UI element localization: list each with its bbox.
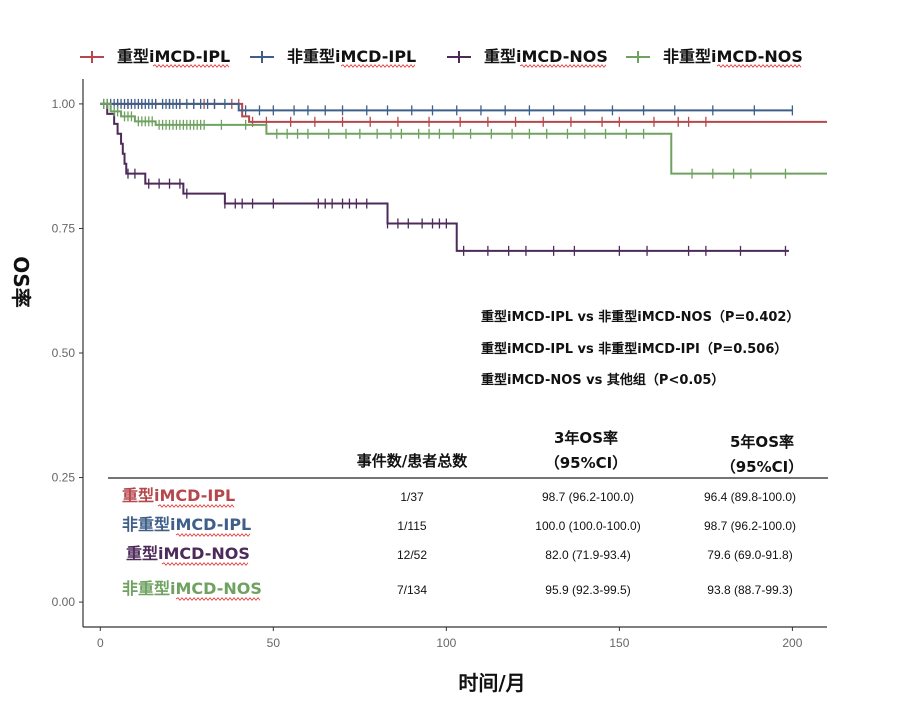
y-tick-label: 0.50 (52, 346, 76, 360)
x-tick-label: 0 (97, 636, 104, 650)
table-cell-os5: 96.4 (89.8-100.0) (704, 490, 796, 504)
legend-label: 非重型iMCD-NOS (663, 47, 803, 66)
p-annotation: 重型iMCD-NOS vs 其他组（P<0.05） (481, 372, 724, 388)
y-axis-title: OS率 (9, 256, 33, 307)
table-cell-events: 7/134 (397, 583, 427, 597)
survival-line (100, 102, 789, 252)
y-tick-label: 0.75 (52, 221, 76, 235)
table-cell-os5: 93.8 (88.7-99.3) (707, 583, 792, 597)
table-group-label: 非重型iMCD-NOS (122, 579, 262, 598)
table-cell-os3: 82.0 (71.9-93.4) (545, 548, 630, 562)
legend-item-1: 非重型iMCD-IPL (250, 47, 416, 68)
table-header-os5-ci: （95%CI） (721, 458, 804, 476)
table-header-os5: 5年OS率 (730, 433, 794, 451)
x-tick-label: 150 (609, 636, 629, 650)
spellcheck-underline (716, 64, 802, 68)
table-cell-os3: 98.7 (96.2-100.0) (542, 490, 634, 504)
legend: 重型iMCD-IPL 非重型iMCD-IPL 重型iMCD-NOS 非重型iMCD-N… (80, 47, 803, 68)
table-cell-os3: 100.0 (100.0-100.0) (535, 519, 640, 533)
table-cell-events: 1/37 (400, 490, 424, 504)
spellcheck-underline (152, 64, 230, 68)
p-annotation: 重型iMCD-IPL vs 非重型iMCD-IPI（P=0.506） (481, 341, 787, 357)
table-row: 重型iMCD-NOS 12/52 82.0 (71.9-93.4) 79.6 (69.… (126, 544, 793, 566)
legend-label: 非重型iMCD-IPL (287, 47, 416, 66)
legend-item-0: 重型iMCD-IPL (80, 47, 230, 68)
spellcheck-underline (340, 64, 416, 68)
y-tick-label: 0.00 (52, 595, 76, 609)
os-rate-table: 事件数/患者总数 3年OS率 （95%CI） 5年OS率 （95%CI） 重型iMCD-I… (108, 429, 828, 601)
axes: 0 50 100 150 200 0.00 0.25 0.50 0.75 1.00 时间/月 OS率 (9, 79, 827, 695)
p-annotation: 重型iMCD-IPL vs 非重型iMCD-NOS（P=0.402） (481, 309, 799, 325)
table-cell-events: 12/52 (397, 548, 427, 562)
spellcheck-underline (161, 562, 249, 566)
x-tick-label: 200 (782, 636, 802, 650)
survival-line (100, 102, 827, 175)
p-value-annotations: 重型iMCD-IPL vs 非重型iMCD-NOS（P=0.402） 重型iMCD… (481, 309, 799, 388)
spellcheck-underline (157, 504, 235, 508)
series-1 (100, 98, 794, 116)
table-group-label: 重型iMCD-IPL (122, 486, 235, 505)
table-header-os3-ci: （95%CI） (545, 454, 628, 472)
table-header-os3: 3年OS率 (554, 429, 618, 447)
survival-curves (100, 98, 827, 256)
x-tick-label: 100 (436, 636, 456, 650)
legend-item-2: 重型iMCD-NOS (447, 47, 608, 68)
series-3 (100, 98, 827, 179)
table-row: 重型iMCD-IPL 1/37 98.7 (96.2-100.0) 96.4 (89.… (122, 486, 796, 508)
table-row: 非重型iMCD-NOS 7/134 95.9 (92.3-99.5) 93.8 (88… (122, 579, 793, 601)
table-cell-os5: 79.6 (69.0-91.8) (707, 548, 792, 562)
x-axis-title: 时间/月 (458, 671, 525, 695)
table-cell-events: 1/115 (397, 519, 426, 533)
table-row: 非重型iMCD-IPL 1/115 100.0 (100.0-100.0) 98.7 … (122, 515, 796, 537)
x-tick-label: 50 (267, 636, 281, 650)
y-tick-label: 0.25 (52, 471, 76, 485)
legend-label: 重型iMCD-NOS (484, 47, 608, 66)
table-group-label: 非重型iMCD-IPL (122, 515, 251, 534)
table-header-events: 事件数/患者总数 (357, 452, 468, 470)
survival-line (100, 102, 827, 123)
legend-item-3: 非重型iMCD-NOS (626, 47, 803, 68)
spellcheck-underline (175, 533, 251, 537)
table-group-label: 重型iMCD-NOS (126, 544, 250, 563)
y-tick-label: 1.00 (52, 97, 76, 111)
spellcheck-underline (175, 597, 261, 601)
spellcheck-underline (519, 64, 607, 68)
table-cell-os5: 98.7 (96.2-100.0) (704, 519, 796, 533)
table-cell-os3: 95.9 (92.3-99.5) (545, 583, 630, 597)
legend-label: 重型iMCD-IPL (117, 47, 230, 66)
series-2 (100, 102, 789, 256)
